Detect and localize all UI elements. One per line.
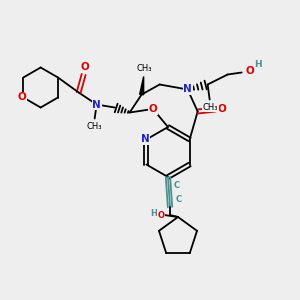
Text: N: N (141, 134, 150, 145)
Polygon shape (140, 76, 144, 95)
Text: O: O (245, 67, 254, 76)
Text: O: O (217, 104, 226, 115)
Text: H: H (151, 208, 158, 217)
Text: CH₃: CH₃ (87, 122, 102, 131)
Text: O: O (158, 211, 164, 220)
Text: N: N (92, 100, 101, 110)
Text: O: O (18, 92, 27, 103)
Text: C: C (174, 181, 180, 190)
Text: N: N (183, 85, 192, 94)
Text: O: O (148, 104, 158, 114)
Text: CH₃: CH₃ (137, 64, 152, 73)
Text: CH₃: CH₃ (203, 103, 218, 112)
Text: C: C (176, 194, 182, 203)
Text: O: O (80, 62, 89, 73)
Text: H: H (254, 60, 262, 69)
